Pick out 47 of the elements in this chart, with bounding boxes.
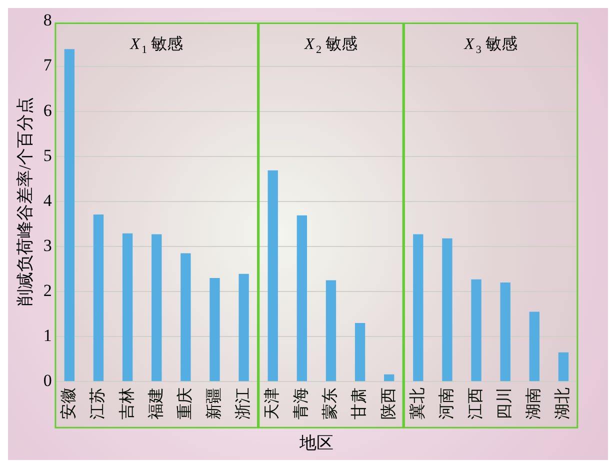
y-tick-label: 2 bbox=[43, 280, 52, 300]
bar bbox=[152, 234, 162, 382]
x-tick-label: 河南 bbox=[437, 388, 456, 420]
x-tick-label: 浙江 bbox=[234, 388, 252, 420]
x-tick-label: 四川 bbox=[496, 388, 514, 420]
x-tick-label: 江苏 bbox=[88, 388, 107, 420]
y-tick-label: 3 bbox=[43, 236, 52, 255]
x-tick-label: 湖南 bbox=[524, 388, 543, 420]
bar bbox=[413, 234, 424, 382]
x-tick-label: 湖北 bbox=[554, 388, 572, 420]
y-tick-label: 4 bbox=[43, 190, 52, 210]
x-axis-title: 地区 bbox=[298, 433, 334, 452]
y-axis-title: 削减负荷峰谷差率/个百分点 bbox=[16, 97, 35, 306]
bar bbox=[384, 374, 394, 382]
bar bbox=[442, 238, 452, 382]
x-tick-label: 安徽 bbox=[60, 388, 78, 420]
bar bbox=[210, 278, 220, 382]
y-tick-label: 7 bbox=[43, 56, 52, 75]
bar bbox=[558, 352, 569, 382]
x-tick-label: 江西 bbox=[467, 388, 484, 420]
x-tick-label: 新疆 bbox=[204, 388, 223, 420]
y-tick-label: 8 bbox=[43, 10, 52, 30]
x-tick-label: 福建 bbox=[146, 388, 165, 420]
bar bbox=[93, 214, 104, 382]
x-tick-label: 陕西 bbox=[380, 388, 398, 420]
x-tick-label: 吉林 bbox=[118, 388, 136, 420]
bar bbox=[238, 274, 249, 382]
bar bbox=[64, 49, 75, 382]
bar bbox=[471, 279, 482, 382]
y-tick-label: 0 bbox=[43, 371, 52, 390]
bar bbox=[122, 233, 133, 382]
bar bbox=[268, 170, 278, 382]
y-tick-label: 5 bbox=[43, 146, 52, 165]
bar bbox=[354, 323, 366, 382]
y-tick-label: 1 bbox=[43, 326, 52, 346]
bar bbox=[180, 253, 191, 382]
bar bbox=[326, 280, 336, 382]
bar bbox=[529, 312, 540, 382]
x-tick-label: 青海 bbox=[292, 388, 310, 420]
x-tick-label: 重庆 bbox=[176, 388, 194, 420]
x-tick-label: 冀北 bbox=[408, 388, 426, 420]
x-tick-label: 甘肃 bbox=[350, 388, 368, 420]
x-tick-label: 蒙东 bbox=[321, 388, 340, 420]
y-tick-label: 6 bbox=[43, 100, 52, 120]
bar bbox=[500, 282, 510, 382]
bar bbox=[296, 215, 308, 382]
x-tick-label: 天津 bbox=[263, 388, 282, 420]
